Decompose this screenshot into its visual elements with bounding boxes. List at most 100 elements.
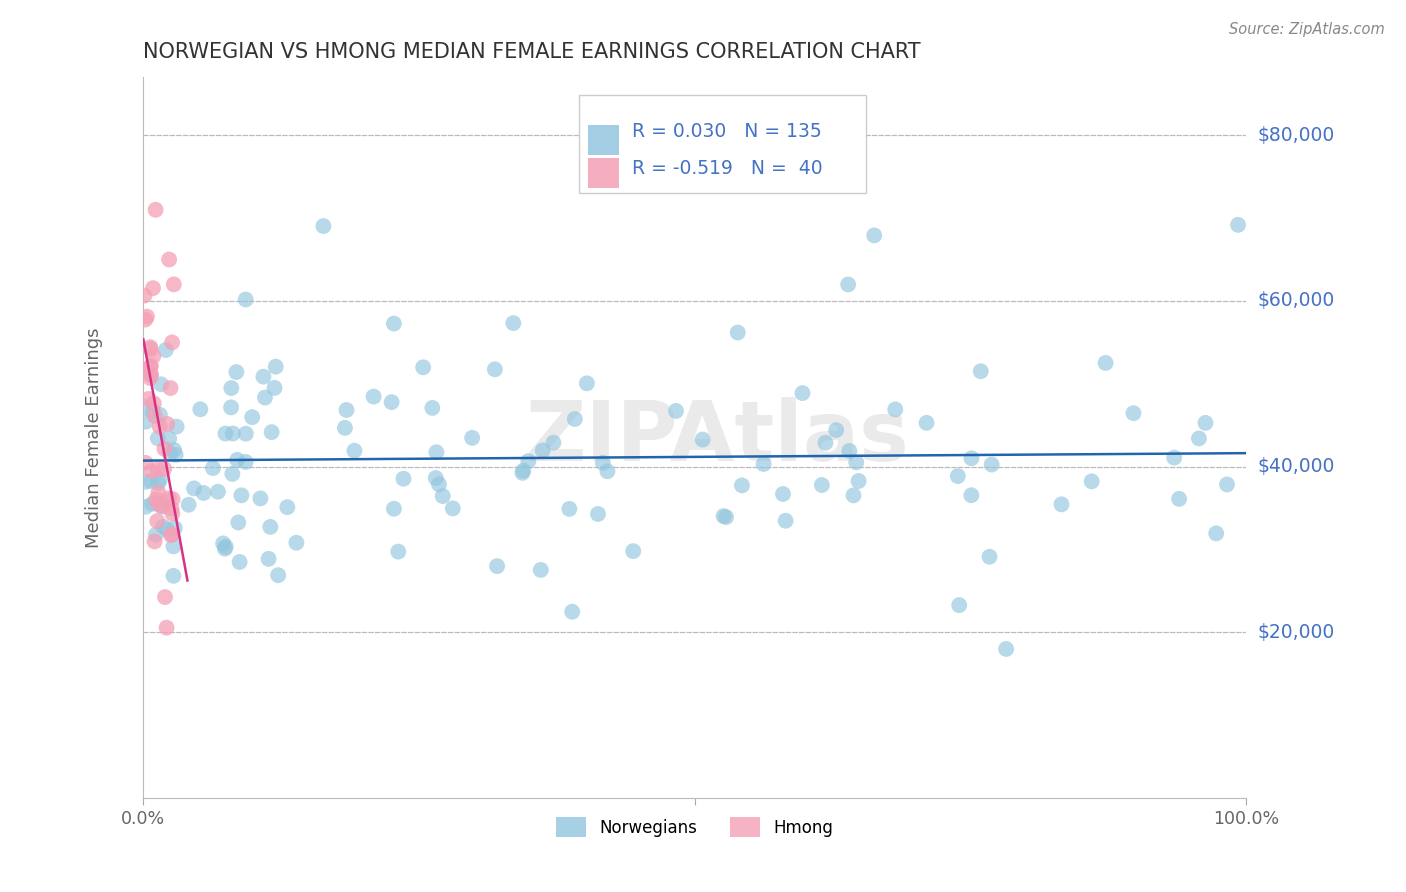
Point bbox=[848, 474, 870, 488]
Point bbox=[219, 401, 242, 415]
Point bbox=[586, 507, 609, 521]
Point bbox=[139, 360, 162, 375]
Point bbox=[152, 519, 174, 533]
Point bbox=[235, 293, 257, 307]
Point bbox=[752, 457, 775, 471]
Point bbox=[157, 252, 180, 267]
Point bbox=[141, 464, 163, 478]
Point bbox=[148, 485, 170, 500]
Point bbox=[160, 527, 183, 541]
Point bbox=[142, 404, 165, 418]
Point bbox=[143, 409, 166, 423]
Point bbox=[530, 563, 553, 577]
Point bbox=[263, 381, 285, 395]
Point bbox=[363, 390, 385, 404]
Point bbox=[143, 534, 166, 549]
Point bbox=[842, 488, 865, 502]
Point bbox=[163, 277, 186, 292]
Point bbox=[150, 377, 173, 392]
Point bbox=[155, 343, 177, 357]
FancyBboxPatch shape bbox=[579, 95, 866, 193]
Point bbox=[382, 501, 405, 516]
Point bbox=[1205, 526, 1227, 541]
Point bbox=[142, 349, 165, 363]
Point bbox=[162, 507, 184, 521]
Point bbox=[412, 360, 434, 375]
Point bbox=[146, 462, 169, 476]
Point bbox=[979, 549, 1001, 564]
Point bbox=[531, 443, 554, 458]
Point bbox=[1216, 477, 1239, 491]
Point bbox=[148, 497, 170, 511]
Point bbox=[980, 458, 1002, 472]
Point bbox=[212, 536, 235, 550]
Point bbox=[333, 421, 356, 435]
Point bbox=[517, 454, 540, 468]
Point bbox=[148, 476, 170, 491]
Point bbox=[621, 544, 644, 558]
Point bbox=[392, 472, 415, 486]
Point bbox=[155, 621, 177, 635]
Point bbox=[166, 419, 188, 434]
Point bbox=[153, 442, 176, 456]
Point bbox=[139, 367, 162, 381]
Point bbox=[486, 559, 509, 574]
Point bbox=[214, 426, 236, 441]
Point bbox=[558, 502, 581, 516]
Point bbox=[427, 477, 450, 491]
Point bbox=[139, 474, 162, 488]
Point bbox=[162, 492, 184, 507]
Point bbox=[240, 410, 263, 425]
Point bbox=[142, 396, 165, 410]
Point bbox=[157, 491, 180, 506]
Point bbox=[214, 541, 236, 556]
Point bbox=[138, 392, 160, 406]
Point bbox=[276, 500, 298, 515]
Point bbox=[814, 435, 837, 450]
Point bbox=[837, 277, 859, 292]
Point bbox=[714, 510, 737, 524]
Text: $80,000: $80,000 bbox=[1257, 126, 1334, 145]
Point bbox=[193, 486, 215, 500]
Point bbox=[141, 497, 163, 511]
Point bbox=[134, 456, 156, 470]
Point bbox=[665, 404, 688, 418]
Point bbox=[152, 499, 174, 513]
Point bbox=[159, 381, 181, 395]
Point bbox=[221, 467, 243, 481]
Point bbox=[235, 455, 257, 469]
Point bbox=[136, 310, 159, 324]
Point bbox=[1080, 475, 1102, 489]
Point bbox=[134, 288, 156, 302]
Point bbox=[915, 416, 938, 430]
Point bbox=[253, 391, 276, 405]
Point bbox=[162, 569, 184, 583]
Point bbox=[139, 340, 162, 354]
Point bbox=[692, 433, 714, 447]
Point bbox=[1194, 416, 1216, 430]
Point bbox=[441, 501, 464, 516]
Point bbox=[142, 281, 165, 295]
Point bbox=[382, 317, 405, 331]
Point bbox=[139, 368, 162, 382]
Point bbox=[149, 419, 172, 434]
Point bbox=[260, 425, 283, 439]
Point bbox=[387, 544, 409, 558]
Point bbox=[159, 447, 181, 461]
Point bbox=[153, 590, 176, 604]
Point bbox=[561, 605, 583, 619]
Point bbox=[267, 568, 290, 582]
Point bbox=[134, 400, 156, 414]
Point bbox=[153, 462, 176, 476]
Point bbox=[960, 488, 983, 502]
Point bbox=[792, 386, 814, 401]
Point bbox=[425, 471, 447, 485]
Point bbox=[139, 359, 162, 373]
Point bbox=[160, 501, 183, 516]
Point bbox=[135, 500, 157, 514]
Text: ZIPAtlas: ZIPAtlas bbox=[524, 397, 908, 478]
Point bbox=[146, 514, 169, 528]
FancyBboxPatch shape bbox=[588, 125, 619, 155]
Point bbox=[484, 362, 506, 376]
Point bbox=[713, 509, 735, 524]
